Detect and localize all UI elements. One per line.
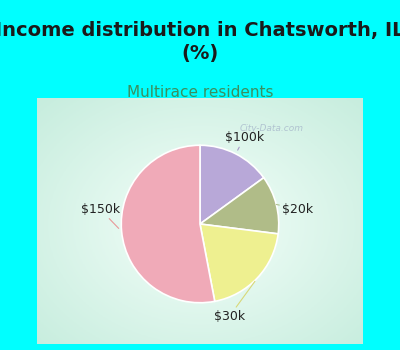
Wedge shape <box>200 224 278 301</box>
Text: Multirace residents: Multirace residents <box>127 85 273 100</box>
Text: Income distribution in Chatsworth, IL
(%): Income distribution in Chatsworth, IL (%… <box>0 21 400 63</box>
Text: $30k: $30k <box>214 281 255 323</box>
Wedge shape <box>121 145 215 303</box>
Text: $100k: $100k <box>224 131 264 150</box>
Wedge shape <box>200 145 264 224</box>
Wedge shape <box>200 178 279 234</box>
Text: City-Data.com: City-Data.com <box>240 124 304 133</box>
Text: $20k: $20k <box>276 203 313 216</box>
Text: $150k: $150k <box>81 203 120 229</box>
